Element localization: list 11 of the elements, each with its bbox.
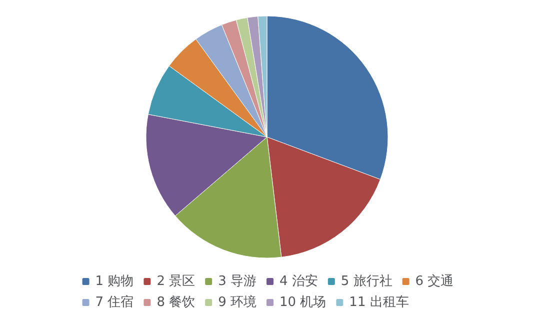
legend-label: 3 导游 [218, 274, 257, 289]
legend-label: 1 购物 [95, 274, 134, 289]
legend-label: 4 治安 [280, 273, 318, 289]
legend-label: 6 交通 [415, 273, 454, 289]
legend-label: 2 景区 [156, 274, 196, 289]
legend-label: 10 机场 [280, 295, 326, 310]
legend-label: 8 餐饮 [156, 295, 196, 310]
legend-label: 11 出租车 [349, 295, 409, 310]
legend-label: 7 住宿 [95, 294, 134, 310]
legend-label: 9 环境 [218, 294, 257, 310]
legend-label: 5 旅行社 [340, 274, 392, 289]
